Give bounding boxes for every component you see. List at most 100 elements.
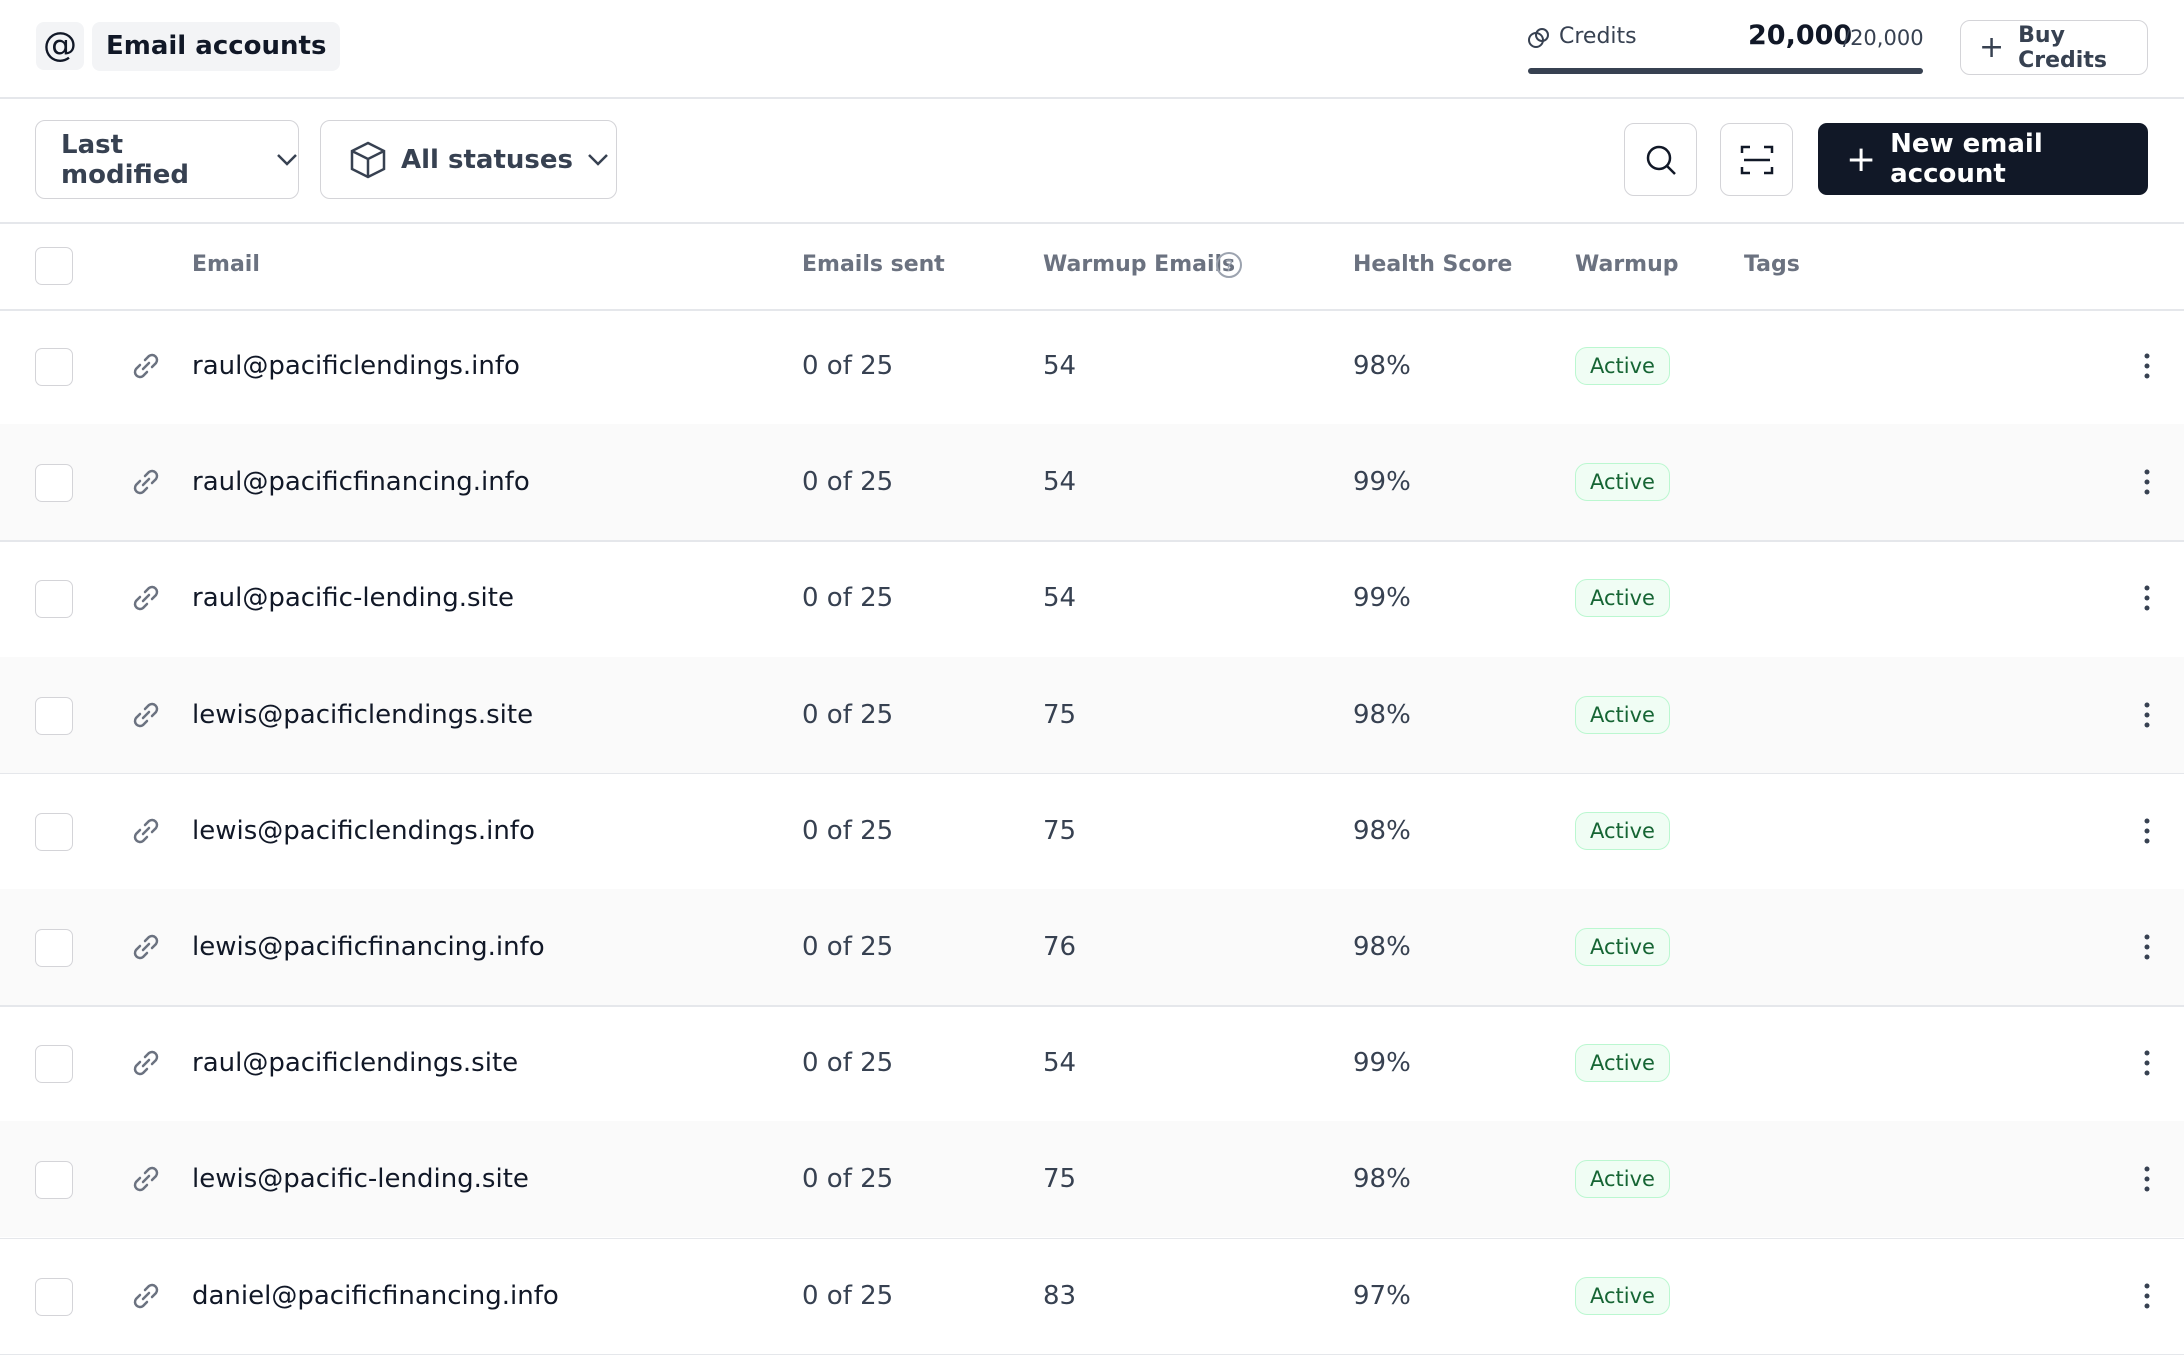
select-all-checkbox[interactable] xyxy=(35,247,73,285)
divider xyxy=(0,97,2184,99)
email: lewis@pacific-lending.site xyxy=(192,1164,529,1195)
row-checkbox[interactable] xyxy=(35,580,73,619)
link-icon xyxy=(128,1161,164,1201)
status-badge: Active xyxy=(1575,347,1670,385)
row-menu[interactable] xyxy=(2143,1165,2151,1197)
cell-text: 98% xyxy=(1353,815,1411,846)
new-account-label: New email account xyxy=(1890,129,2043,189)
row-menu[interactable] xyxy=(2143,584,2151,616)
cell-text: 0 of 25 xyxy=(802,699,894,730)
row-checkbox[interactable] xyxy=(35,812,73,851)
sort-dropdown[interactable]: Last modified xyxy=(35,120,299,199)
buy-credits-button[interactable]: + Buy Credits xyxy=(1960,20,2148,75)
row-checkbox[interactable] xyxy=(35,1277,73,1316)
status-badge: Active xyxy=(1575,1044,1670,1083)
status-dropdown[interactable]: All statuses xyxy=(320,120,617,199)
column-header: Tags xyxy=(1744,252,1800,277)
cell-text: 98% xyxy=(1353,1164,1411,1195)
status-badge: Active xyxy=(1575,463,1670,502)
cell-text: 99% xyxy=(1353,467,1411,498)
row-menu[interactable] xyxy=(2143,468,2151,500)
column-header: Emails sent xyxy=(802,252,945,277)
new-account-button[interactable]: + New email account xyxy=(1818,123,2148,195)
divider xyxy=(0,309,2184,311)
row-background xyxy=(0,888,2184,1006)
column-header: Email xyxy=(192,252,260,277)
credits-value: 20,000 xyxy=(1748,20,1853,51)
cell-text: 54 xyxy=(1043,467,1077,498)
row-menu[interactable] xyxy=(2143,701,2151,733)
status-badge: Active xyxy=(1575,695,1670,734)
cell-text: 98% xyxy=(1353,351,1411,381)
sort-arrow: ↑ xyxy=(930,254,946,275)
row-checkbox[interactable] xyxy=(35,1045,73,1084)
column-header: Warmup Emails xyxy=(1043,252,1236,277)
cell-text: 99% xyxy=(1353,1048,1411,1079)
link-icon xyxy=(128,580,164,620)
link-icon xyxy=(128,348,164,388)
box-icon xyxy=(350,141,386,178)
row-menu[interactable] xyxy=(2143,817,2151,849)
column-header: Health Score xyxy=(1353,252,1513,277)
row-background xyxy=(0,1121,2184,1238)
cell-text: 98% xyxy=(1353,699,1411,730)
row-checkbox[interactable] xyxy=(35,348,73,386)
cell-text: 75 xyxy=(1043,699,1077,730)
cell-text: 54 xyxy=(1043,351,1077,381)
row-checkbox[interactable] xyxy=(35,464,73,503)
link-icon xyxy=(128,813,164,853)
scan-icon xyxy=(1740,145,1773,174)
email: lewis@pacificlendings.site xyxy=(192,699,534,730)
link-icon xyxy=(128,464,164,504)
cell-text: 54 xyxy=(1043,583,1077,614)
header: @ Email accounts Credits 20,000 /20,000 … xyxy=(0,0,2184,97)
row-background xyxy=(0,656,2184,773)
scan-button[interactable] xyxy=(1720,123,1793,196)
row-checkbox[interactable] xyxy=(35,1161,73,1200)
row-divider xyxy=(0,772,2184,775)
cell-text: 54 xyxy=(1043,1048,1077,1079)
email: raul@pacificlendings.info xyxy=(192,351,520,381)
row-background xyxy=(0,424,2184,541)
cell-text: 97% xyxy=(1353,1280,1411,1311)
status-badge: Active xyxy=(1575,928,1670,966)
cell-text: 0 of 25 xyxy=(802,932,894,962)
sort-label: Last modified xyxy=(61,129,189,190)
link-icon xyxy=(128,1278,164,1318)
cell-text: 98% xyxy=(1353,932,1411,962)
search-button[interactable] xyxy=(1624,123,1697,196)
cell-text: 75 xyxy=(1043,1164,1077,1195)
email: lewis@pacificfinancing.info xyxy=(192,932,545,962)
email: raul@pacificfinancing.info xyxy=(192,467,530,498)
cell-text: 0 of 25 xyxy=(802,351,894,381)
row-menu[interactable] xyxy=(2143,933,2151,965)
page-title: Email accounts xyxy=(92,22,341,71)
cell-text: 0 of 25 xyxy=(802,583,894,614)
link-icon xyxy=(128,929,164,969)
status-badge: Active xyxy=(1575,1160,1670,1199)
search-icon xyxy=(1646,145,1676,175)
email: daniel@pacificfinancing.info xyxy=(192,1280,559,1311)
email: lewis@pacificlendings.info xyxy=(192,815,535,846)
row-checkbox[interactable] xyxy=(35,696,73,735)
credits-icon xyxy=(1528,28,1549,48)
cell-text: 83 xyxy=(1043,1280,1077,1311)
credits-label: Credits xyxy=(1559,24,1637,49)
cell-text: 0 of 25 xyxy=(802,815,894,846)
status-label: All statuses xyxy=(401,144,573,175)
email: raul@pacific-lending.site xyxy=(192,583,514,614)
column-header: Warmup xyxy=(1575,252,1679,277)
row-divider xyxy=(0,1005,2184,1007)
divider xyxy=(0,222,2184,224)
row-divider xyxy=(0,540,2184,542)
cell-text: 0 of 25 xyxy=(802,1048,894,1079)
chevron xyxy=(277,153,298,166)
row-menu[interactable] xyxy=(2143,352,2151,384)
cell-text: 0 of 25 xyxy=(802,467,894,498)
link-icon xyxy=(128,1045,164,1085)
buy-credits-label: Buy Credits xyxy=(2018,22,2107,73)
row-checkbox[interactable] xyxy=(35,929,73,967)
row-menu[interactable] xyxy=(2143,1049,2151,1081)
row-menu[interactable] xyxy=(2143,1282,2151,1314)
